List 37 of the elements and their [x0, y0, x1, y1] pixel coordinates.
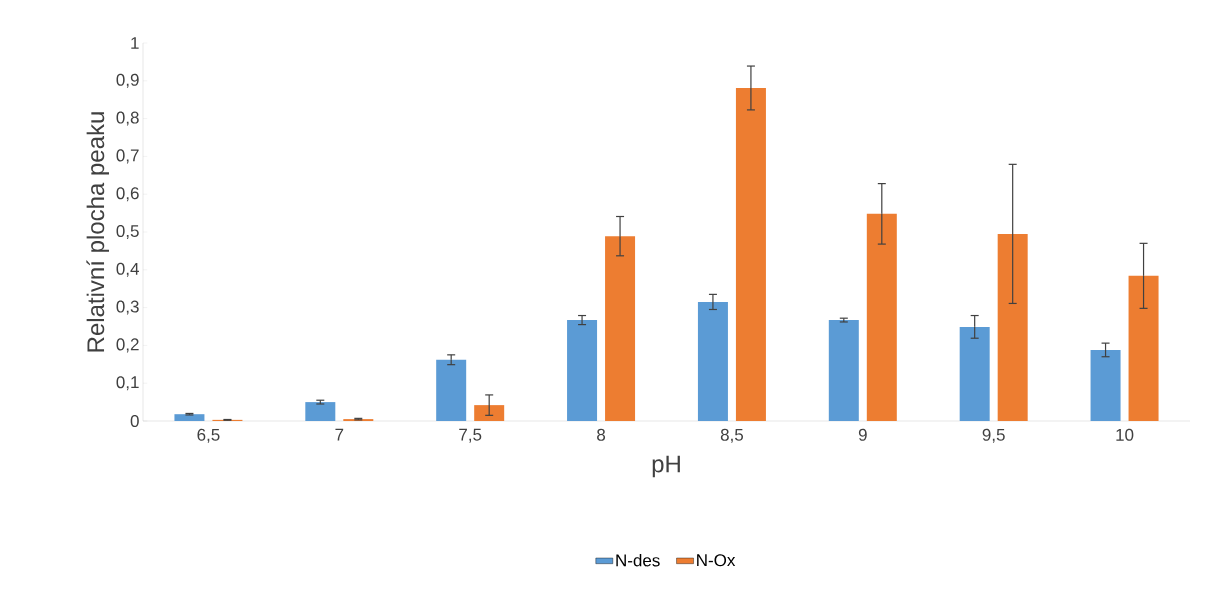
- y-tick-label: 0,9: [116, 73, 139, 88]
- x-tick-label: 9,5: [982, 428, 1005, 443]
- bar: [305, 402, 336, 421]
- x-tick-label: 8,5: [720, 428, 744, 443]
- bar: [828, 320, 859, 421]
- x-tick-label: 10: [1116, 428, 1134, 441]
- y-tick-label: 0,2: [116, 338, 139, 353]
- y-tick-label: 0,7: [116, 149, 139, 164]
- x-tick-label: 6,5: [197, 428, 220, 443]
- bar: [697, 301, 728, 421]
- y-tick-label: 0,3: [116, 300, 139, 315]
- y-tick-label: 0,1: [116, 376, 139, 391]
- x-tick-label: 7,5: [459, 428, 482, 443]
- y-tick-label: 0,8: [116, 111, 139, 126]
- bar: [474, 405, 505, 421]
- bar: [959, 326, 990, 421]
- bar: [567, 320, 598, 421]
- bar: [174, 414, 205, 421]
- x-tick-label: 8: [597, 428, 606, 441]
- bar: [997, 233, 1028, 421]
- y-axis-title: Relativní plocha peaku: [86, 112, 110, 352]
- legend-label: N-des: [616, 553, 660, 567]
- y-tick-label: 0,5: [116, 224, 139, 240]
- x-tick-label: 9: [858, 428, 867, 441]
- x-axis-title: pH: [652, 455, 680, 478]
- y-tick-label: 0,4: [116, 262, 139, 277]
- y-tick-label: 0: [130, 414, 139, 428]
- legend-label: N-Ox: [697, 554, 736, 567]
- bar: [605, 236, 636, 421]
- bar: [735, 87, 766, 421]
- y-tick-label: 1: [131, 37, 139, 49]
- bar: [436, 359, 467, 421]
- bar: [866, 213, 897, 421]
- x-tick-label: 7: [335, 428, 344, 441]
- bar: [1090, 349, 1121, 421]
- y-tick-label: 0,6: [116, 187, 139, 202]
- bar: [1128, 275, 1159, 421]
